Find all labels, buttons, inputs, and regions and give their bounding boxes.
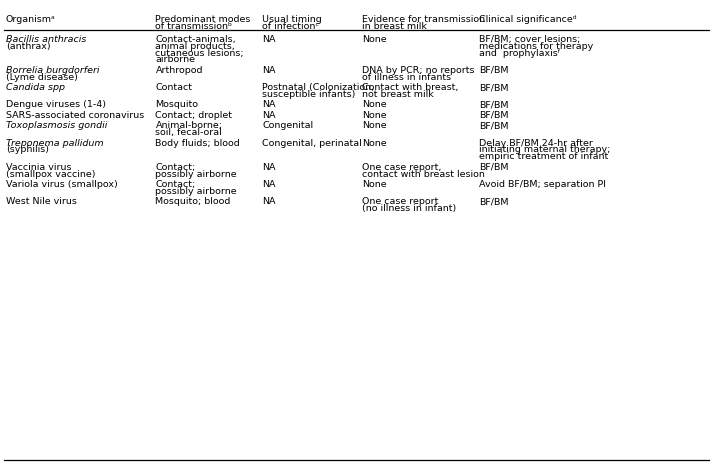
Text: Animal-borne;: Animal-borne; <box>155 121 222 130</box>
Text: None: None <box>362 121 387 130</box>
Text: None: None <box>362 180 387 189</box>
Text: Delay BF/BM 24-hr after: Delay BF/BM 24-hr after <box>479 139 593 148</box>
Text: NA: NA <box>262 111 276 120</box>
Text: BF/BM: BF/BM <box>479 111 508 120</box>
Text: (Lyme disease): (Lyme disease) <box>6 72 78 82</box>
Text: Treponema pallidum: Treponema pallidum <box>6 139 103 148</box>
Text: BF/BM: BF/BM <box>479 121 508 130</box>
Text: of infectionᶜ: of infectionᶜ <box>262 21 319 31</box>
Text: Organismᵃ: Organismᵃ <box>6 15 56 24</box>
Text: BF/BM: BF/BM <box>479 100 508 109</box>
Text: DNA by PCR; no reports: DNA by PCR; no reports <box>362 66 475 75</box>
Text: BF/BM: BF/BM <box>479 83 508 92</box>
Text: NA: NA <box>262 198 276 206</box>
Text: empiric treatment of infant: empiric treatment of infant <box>479 152 608 161</box>
Text: initiating maternal therapy;: initiating maternal therapy; <box>479 146 610 155</box>
Text: Contact: Contact <box>155 83 193 92</box>
Text: soil, fecal-oral: soil, fecal-oral <box>155 128 222 137</box>
Text: One case report: One case report <box>362 198 438 206</box>
Text: NA: NA <box>262 163 276 172</box>
Text: Predominant modes: Predominant modes <box>155 15 251 24</box>
Text: in breast milk: in breast milk <box>362 21 427 31</box>
Text: possibly airborne: possibly airborne <box>155 187 237 196</box>
Text: BF/BM: BF/BM <box>479 163 508 172</box>
Text: NA: NA <box>262 180 276 189</box>
Text: Mosquito; blood: Mosquito; blood <box>155 198 231 206</box>
Text: (smallpox vaccine): (smallpox vaccine) <box>6 170 96 178</box>
Text: None: None <box>362 139 387 148</box>
Text: and  prophylaxisᶠ: and prophylaxisᶠ <box>479 49 560 57</box>
Text: NA: NA <box>262 100 276 109</box>
Text: BF/BM: BF/BM <box>479 198 508 206</box>
Text: contact with breast lesion: contact with breast lesion <box>362 170 485 178</box>
Text: airborne: airborne <box>155 55 195 64</box>
Text: Contact with breast,: Contact with breast, <box>362 83 458 92</box>
Text: None: None <box>362 35 387 44</box>
Text: Contact;: Contact; <box>155 163 195 172</box>
Text: Clinical significanceᵈ: Clinical significanceᵈ <box>479 15 577 24</box>
Text: (no illness in infant): (no illness in infant) <box>362 204 456 213</box>
Text: NA: NA <box>262 66 276 75</box>
Text: Contact; droplet: Contact; droplet <box>155 111 232 120</box>
Text: BF/BM; cover lesions;: BF/BM; cover lesions; <box>479 35 580 44</box>
Text: BF/BM: BF/BM <box>479 66 508 75</box>
Text: None: None <box>362 111 387 120</box>
Text: Evidence for transmission: Evidence for transmission <box>362 15 486 24</box>
Text: NA: NA <box>262 35 276 44</box>
Text: Congenital: Congenital <box>262 121 314 130</box>
Text: One case report,: One case report, <box>362 163 441 172</box>
Text: medications for therapy: medications for therapy <box>479 42 593 51</box>
Text: Bacillis anthracis: Bacillis anthracis <box>6 35 86 44</box>
Text: Mosquito: Mosquito <box>155 100 198 109</box>
Text: Vaccinia virus: Vaccinia virus <box>6 163 71 172</box>
Text: Variola virus (smallpox): Variola virus (smallpox) <box>6 180 118 189</box>
Text: SARS-associated coronavirus: SARS-associated coronavirus <box>6 111 144 120</box>
Text: Body fluids; blood: Body fluids; blood <box>155 139 240 148</box>
Text: Borrelia burgdorferi: Borrelia burgdorferi <box>6 66 99 75</box>
Text: susceptible infants): susceptible infants) <box>262 90 356 99</box>
Text: Dengue viruses (1-4): Dengue viruses (1-4) <box>6 100 106 109</box>
Text: Usual timing: Usual timing <box>262 15 322 24</box>
Text: (syphilis): (syphilis) <box>6 146 48 155</box>
Text: (anthrax): (anthrax) <box>6 42 51 51</box>
Text: Arthropod: Arthropod <box>155 66 203 75</box>
Text: Toxoplasmosis gondii: Toxoplasmosis gondii <box>6 121 107 130</box>
Text: possibly airborne: possibly airborne <box>155 170 237 178</box>
Text: Avoid BF/BM; separation PI: Avoid BF/BM; separation PI <box>479 180 606 189</box>
Text: Congenital, perinatal: Congenital, perinatal <box>262 139 362 148</box>
Text: None: None <box>362 100 387 109</box>
Text: Candida spp: Candida spp <box>6 83 65 92</box>
Text: Contact-animals,: Contact-animals, <box>155 35 236 44</box>
Text: Postnatal (Colonization,: Postnatal (Colonization, <box>262 83 374 92</box>
Text: animal products,: animal products, <box>155 42 235 51</box>
Text: Contact;: Contact; <box>155 180 195 189</box>
Text: of illness in infants: of illness in infants <box>362 72 451 82</box>
Text: cutaneous lesions;: cutaneous lesions; <box>155 49 244 57</box>
Text: not breast milk: not breast milk <box>362 90 434 99</box>
Text: of transmissionᵇ: of transmissionᵇ <box>155 21 232 31</box>
Text: West Nile virus: West Nile virus <box>6 198 76 206</box>
